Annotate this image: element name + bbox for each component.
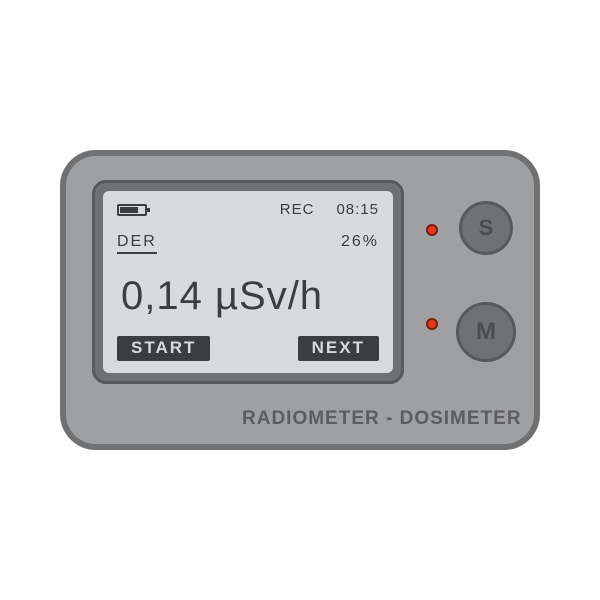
dosimeter-device: REC 08:15 DER 26% 0,14 µSv/h START NEXT …: [60, 150, 540, 450]
lcd-screen: REC 08:15 DER 26% 0,14 µSv/h START NEXT: [103, 191, 393, 373]
battery-icon: [117, 204, 147, 216]
softkey-row: START NEXT: [117, 336, 379, 361]
softkey-next[interactable]: NEXT: [298, 336, 379, 361]
led-top: [426, 224, 438, 236]
time-label: 08:15: [336, 201, 379, 218]
percent-label: 26%: [341, 233, 379, 251]
dose-reading: 0,14 µSv/h: [117, 274, 379, 319]
battery-fill: [120, 207, 138, 213]
brand-label: RADIOMETER - DOSIMETER: [242, 408, 522, 430]
m-button-label: M: [476, 318, 496, 346]
status-row: REC 08:15: [117, 201, 379, 218]
mode-row: DER 26%: [117, 233, 379, 254]
s-button-label: S: [479, 215, 494, 241]
rec-label: REC: [280, 201, 315, 218]
led-bottom: [426, 318, 438, 330]
s-button[interactable]: S: [459, 201, 513, 255]
screen-bezel: REC 08:15 DER 26% 0,14 µSv/h START NEXT: [92, 180, 404, 384]
mode-label: DER: [117, 233, 157, 254]
softkey-start[interactable]: START: [117, 336, 210, 361]
m-button[interactable]: M: [456, 302, 516, 362]
